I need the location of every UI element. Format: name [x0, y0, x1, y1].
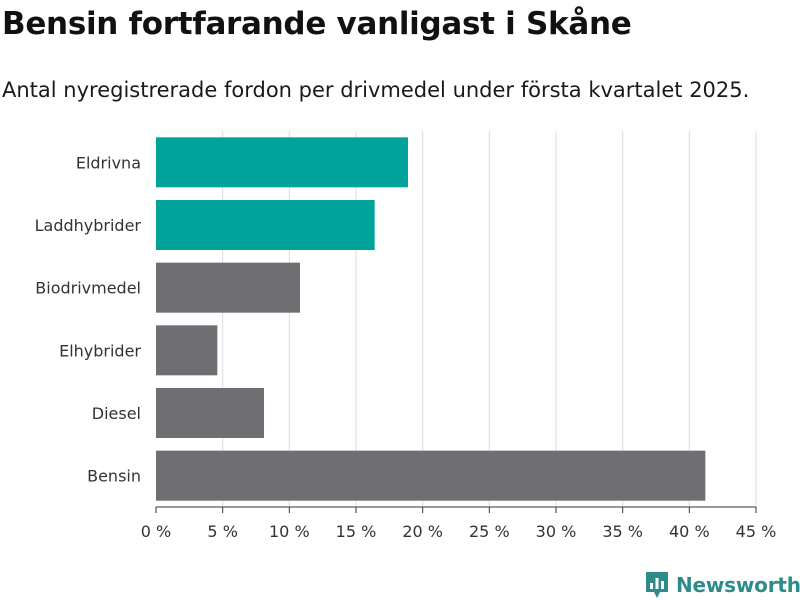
bar-eldrivna	[156, 137, 408, 188]
x-tick-label: 0 %	[141, 522, 171, 541]
category-label: Elhybrider	[59, 341, 141, 360]
category-label: Diesel	[92, 404, 141, 423]
bar-chart: Eldrivna Laddhybrider Biodrivmedel Elhybrid…	[35, 131, 777, 541]
bar-biodrivmedel	[156, 262, 300, 313]
x-tick-label: 15 %	[336, 522, 377, 541]
x-tick-label: 10 %	[269, 522, 310, 541]
chart-subtitle: Antal nyregistrerade fordon per drivmede…	[2, 78, 750, 102]
bar-diesel	[156, 388, 264, 438]
category-label: Bensin	[87, 467, 141, 486]
x-tick-label: 30 %	[536, 522, 577, 541]
category-label: Eldrivna	[76, 153, 141, 172]
bar-elhybrider	[156, 325, 218, 376]
bar-laddhybrider	[156, 200, 375, 250]
x-tick-label: 5 %	[207, 522, 237, 541]
brand-name: Newsworthy	[676, 573, 800, 597]
x-tick-label: 40 %	[669, 522, 710, 541]
category-label: Laddhybrider	[35, 216, 142, 235]
x-tick-label: 35 %	[602, 522, 643, 541]
x-tick-label: 45 %	[736, 522, 777, 541]
brand-logo: Newsworthy	[644, 570, 800, 600]
category-label: Biodrivmedel	[35, 279, 141, 298]
newsworthy-logo-icon	[646, 572, 668, 598]
x-tick-label: 25 %	[469, 522, 510, 541]
chart-title: Bensin fortfarande vanligast i Skåne	[2, 6, 632, 42]
x-tick-label: 20 %	[402, 522, 443, 541]
bar-bensin	[156, 450, 706, 501]
